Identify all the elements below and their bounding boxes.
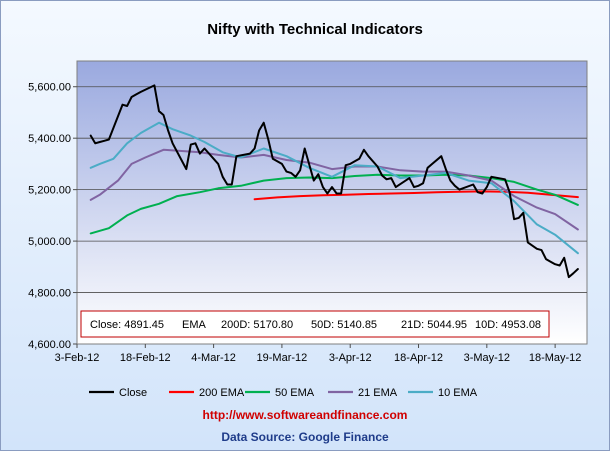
footer-source: Data Source: Google Finance: [221, 430, 389, 444]
x-tick-label: 19-Mar-12: [257, 352, 308, 364]
y-tick-label: 5,400.00: [28, 133, 71, 145]
summary-ema10: 10D: 4953.08: [475, 319, 541, 331]
summary-ema: EMA: [182, 319, 207, 331]
y-tick-label: 4,600.00: [28, 339, 71, 351]
y-tick-label: 5,600.00: [28, 82, 71, 94]
summary-ema50: 50D: 5140.85: [311, 319, 377, 331]
x-tick-label: 3-Feb-12: [55, 352, 100, 364]
x-tick-label: 18-May-12: [529, 352, 582, 364]
series-line-200-ema: [253, 190, 579, 201]
legend: Close 200 EMA 50 EMA 21 EMA 10 EMA: [89, 387, 478, 399]
x-tick-label: 4-Mar-12: [191, 352, 236, 364]
x-tick-label: 18-Feb-12: [120, 352, 171, 364]
summary-ema21: 21D: 5044.95: [401, 319, 467, 331]
footer-url: http://www.softwareandfinance.com: [203, 408, 408, 422]
y-tick-label: 4,800.00: [28, 288, 71, 300]
x-tick-label: 18-Apr-12: [394, 352, 443, 364]
legend-label: 10 EMA: [438, 387, 478, 399]
summary-ema200: 200D: 5170.80: [221, 319, 293, 331]
chart-title: Nifty with Technical Indicators: [207, 21, 423, 38]
series-line-close: [89, 84, 579, 279]
x-tick-label: 3-Apr-12: [329, 352, 372, 364]
x-axis-ticks: 3-Feb-12 18-Feb-12 4-Mar-12 19-Mar-12 3-Apr-…: [55, 344, 582, 364]
y-axis-ticks: 4,600.00 4,800.00 5,000.00 5,200.00 5,400.00…: [28, 82, 77, 351]
legend-label: 21 EMA: [358, 387, 398, 399]
legend-label: 50 EMA: [275, 387, 315, 399]
y-tick-label: 5,000.00: [28, 236, 71, 248]
x-tick-label: 3-May-12: [464, 352, 510, 364]
series-lines: [89, 84, 579, 279]
legend-label: 200 EMA: [199, 387, 245, 399]
series-line-10-ema: [89, 121, 579, 255]
grid-lines: [77, 86, 587, 293]
y-tick-label: 5,200.00: [28, 185, 71, 197]
summary-box-border: [80, 310, 550, 338]
legend-label: Close: [119, 387, 147, 399]
summary-box: Close: 4891.45 EMA 200D: 5170.80 50D: 51…: [80, 310, 550, 338]
summary-close: Close: 4891.45: [90, 319, 164, 331]
